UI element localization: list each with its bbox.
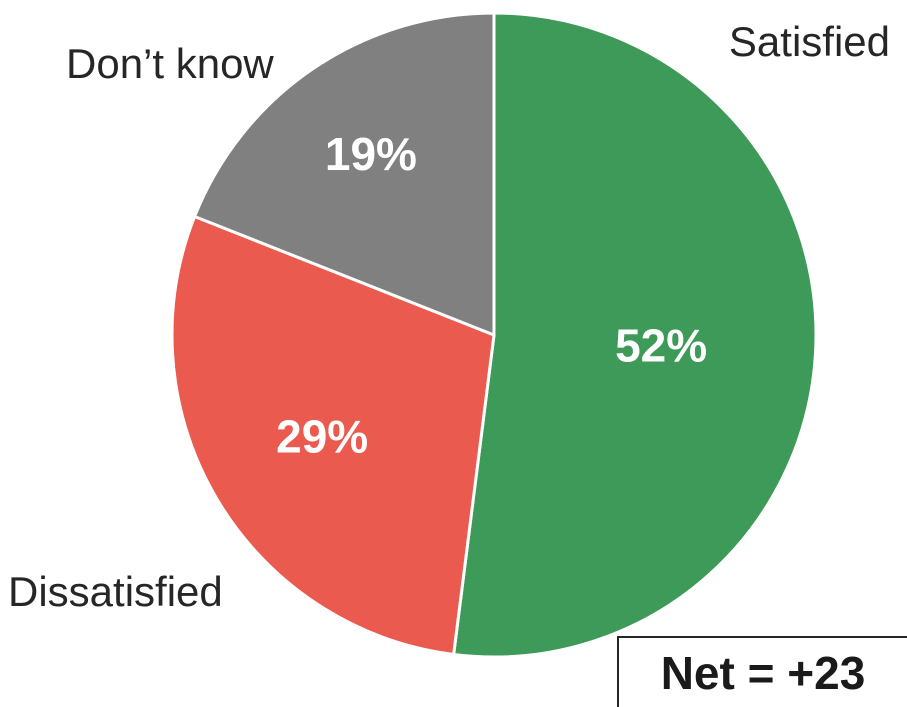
pie-category-label-don-t-know: Don’t know [66,40,274,87]
pie-value-label-dissatisfied: 29% [276,411,368,463]
pie-category-label-satisfied: Satisfied [729,18,890,65]
pie-slice-don-t-know [193,11,496,337]
pie-slice-satisfied [452,11,818,659]
net-score-box: Net = +23 [617,636,907,707]
pie-value-label-don-t-know: 19% [325,128,417,180]
pie-value-label-satisfied: 52% [615,320,707,372]
pie-slice-dissatisfied [170,214,496,656]
net-score-text: Net = +23 [660,646,866,699]
pie-category-label-dissatisfied: Dissatisfied [8,568,223,615]
